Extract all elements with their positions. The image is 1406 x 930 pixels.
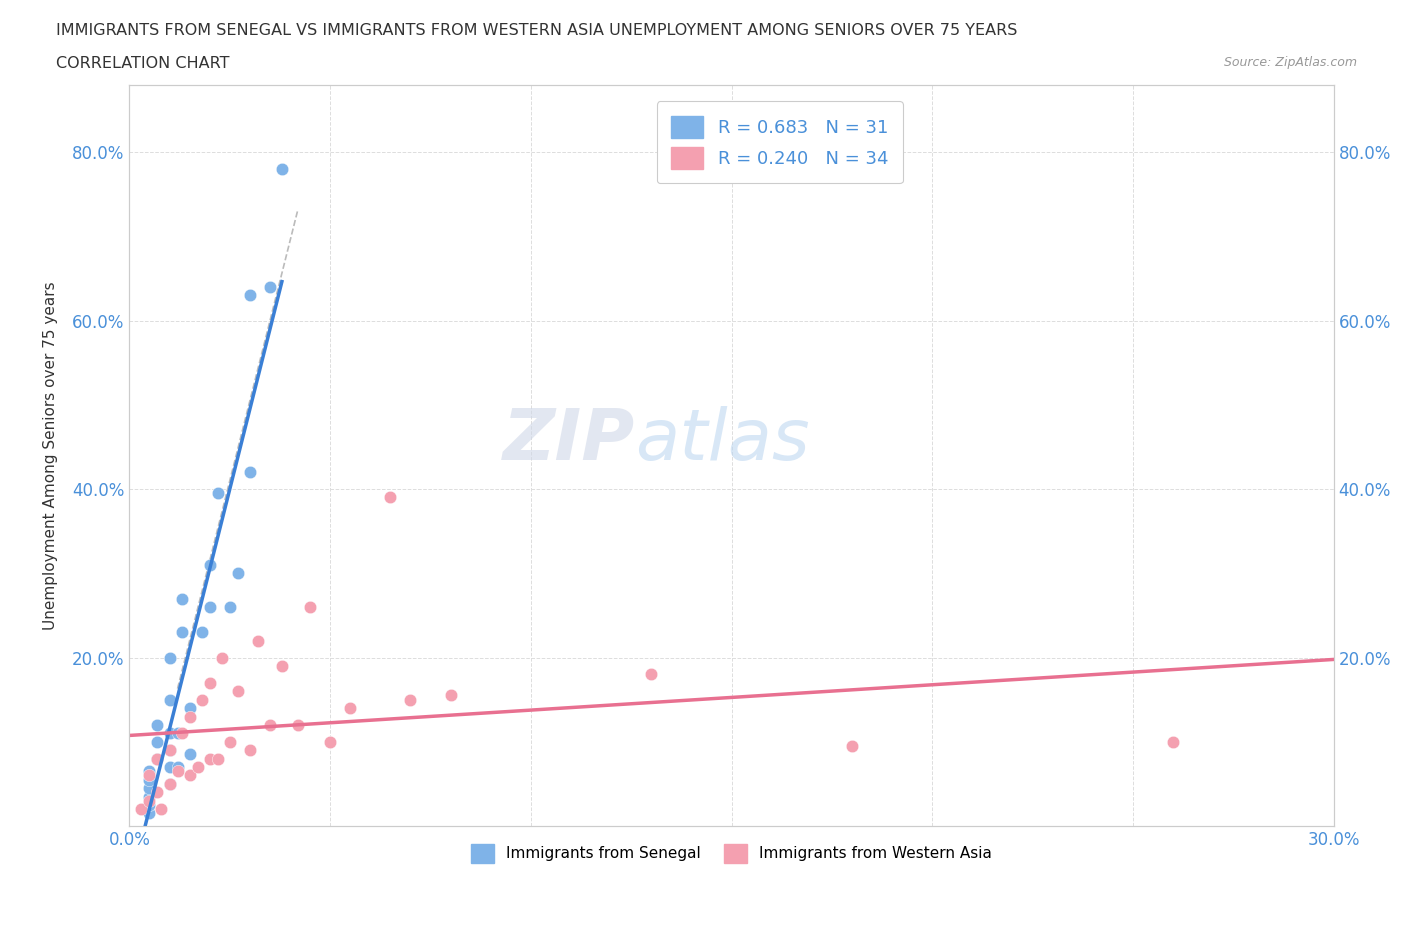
Point xyxy=(198,751,221,766)
Point xyxy=(159,777,181,791)
Point xyxy=(841,738,863,753)
Point xyxy=(146,717,169,732)
Point xyxy=(159,760,181,775)
Point xyxy=(207,485,229,500)
Point xyxy=(166,760,188,775)
Point xyxy=(271,162,294,177)
Point xyxy=(138,798,160,813)
Point xyxy=(190,692,212,707)
Text: ZIP: ZIP xyxy=(503,406,636,475)
Point xyxy=(159,692,181,707)
Point xyxy=(131,802,153,817)
Point xyxy=(138,768,160,783)
Point xyxy=(339,700,361,715)
Point xyxy=(166,764,188,778)
Point xyxy=(146,785,169,800)
Point xyxy=(226,565,249,580)
Point xyxy=(218,600,240,615)
Point xyxy=(170,625,193,640)
Point xyxy=(179,709,201,724)
Point xyxy=(179,747,201,762)
Point xyxy=(146,751,169,766)
Point xyxy=(380,490,402,505)
Point xyxy=(146,751,169,766)
Point xyxy=(287,717,309,732)
Point xyxy=(259,280,281,295)
Point xyxy=(239,288,262,303)
Point xyxy=(439,688,461,703)
Point xyxy=(190,625,212,640)
Point xyxy=(138,780,160,795)
Point xyxy=(170,726,193,741)
Point xyxy=(166,726,188,741)
Point xyxy=(187,760,209,775)
Point xyxy=(399,692,422,707)
Point xyxy=(159,743,181,758)
Text: atlas: atlas xyxy=(636,406,810,475)
Point xyxy=(159,726,181,741)
Text: IMMIGRANTS FROM SENEGAL VS IMMIGRANTS FROM WESTERN ASIA UNEMPLOYMENT AMONG SENIO: IMMIGRANTS FROM SENEGAL VS IMMIGRANTS FR… xyxy=(56,23,1018,38)
Point xyxy=(259,717,281,732)
Point xyxy=(239,465,262,480)
Point xyxy=(246,633,269,648)
Point xyxy=(218,735,240,750)
Point xyxy=(159,650,181,665)
Point xyxy=(198,675,221,690)
Point xyxy=(138,764,160,778)
Point xyxy=(198,557,221,572)
Point xyxy=(207,751,229,766)
Text: CORRELATION CHART: CORRELATION CHART xyxy=(56,56,229,71)
Point xyxy=(1161,735,1184,750)
Point xyxy=(271,658,294,673)
Point xyxy=(146,735,169,750)
Point xyxy=(138,772,160,787)
Point xyxy=(319,735,342,750)
Point xyxy=(150,802,173,817)
Legend: Immigrants from Senegal, Immigrants from Western Asia: Immigrants from Senegal, Immigrants from… xyxy=(464,836,1000,870)
Point xyxy=(159,743,181,758)
Text: Source: ZipAtlas.com: Source: ZipAtlas.com xyxy=(1223,56,1357,69)
Point xyxy=(170,591,193,606)
Point xyxy=(159,777,181,791)
Point xyxy=(239,743,262,758)
Point xyxy=(179,768,201,783)
Point xyxy=(640,667,662,682)
Point xyxy=(138,789,160,804)
Point xyxy=(298,600,321,615)
Point xyxy=(138,793,160,808)
Point xyxy=(198,600,221,615)
Point xyxy=(211,650,233,665)
Y-axis label: Unemployment Among Seniors over 75 years: Unemployment Among Seniors over 75 years xyxy=(44,281,58,630)
Point xyxy=(179,700,201,715)
Point xyxy=(138,806,160,821)
Point xyxy=(226,684,249,698)
